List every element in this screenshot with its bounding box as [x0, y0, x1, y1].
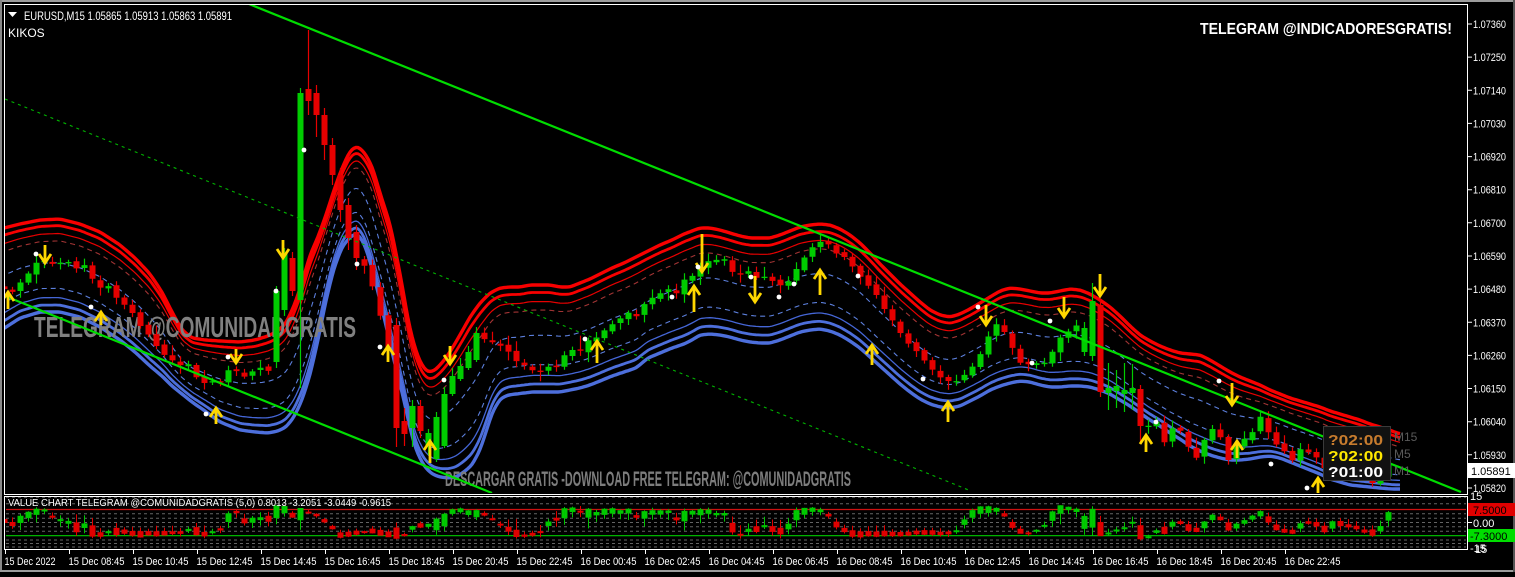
svg-text:KIKOS: KIKOS	[8, 26, 45, 40]
svg-text:1.06260: 1.06260	[1473, 350, 1506, 362]
svg-text:?02:00: ?02:00	[1328, 448, 1383, 465]
svg-text:1.06810: 1.06810	[1473, 185, 1506, 197]
svg-text:16 Dec 12:45: 16 Dec 12:45	[965, 556, 1021, 568]
svg-text:1.07360: 1.07360	[1473, 19, 1506, 31]
svg-text:TELEGRAM @INDICADORESGRATIS!: TELEGRAM @INDICADORESGRATIS!	[1200, 21, 1452, 38]
svg-text:15 Dec 20:45: 15 Dec 20:45	[453, 556, 509, 568]
svg-text:1.05891: 1.05891	[1471, 466, 1511, 478]
svg-text:?01:00: ?01:00	[1328, 464, 1383, 481]
svg-text:-15: -15	[1470, 543, 1486, 555]
svg-text:16 Dec 04:45: 16 Dec 04:45	[709, 556, 765, 568]
svg-text:1.05820: 1.05820	[1473, 483, 1506, 495]
svg-text:16 Dec 20:45: 16 Dec 20:45	[1221, 556, 1277, 568]
svg-text:?02:00: ?02:00	[1328, 432, 1383, 449]
svg-text:16 Dec 22:45: 16 Dec 22:45	[1285, 556, 1341, 568]
svg-text:1.07140: 1.07140	[1473, 85, 1506, 97]
svg-text:VALUE CHART TELEGRAM @COMUNIDA: VALUE CHART TELEGRAM @COMUNIDADGRATIS (5…	[8, 497, 391, 509]
svg-text:16 Dec 16:45: 16 Dec 16:45	[1093, 556, 1149, 568]
svg-text:16 Dec 18:45: 16 Dec 18:45	[1157, 556, 1213, 568]
svg-text:1.05930: 1.05930	[1473, 450, 1506, 462]
svg-text:-7.3000: -7.3000	[1470, 531, 1507, 543]
svg-text:15 Dec 16:45: 15 Dec 16:45	[325, 556, 381, 568]
svg-text:1.06150: 1.06150	[1473, 384, 1506, 396]
svg-text:16 Dec 08:45: 16 Dec 08:45	[837, 556, 893, 568]
svg-text:1.07250: 1.07250	[1473, 52, 1506, 64]
svg-text:EURUSD,M15 1.05865 1.05913 1.: EURUSD,M15 1.05865 1.05913 1.05863 1.058…	[24, 9, 232, 23]
svg-text:15 Dec 12:45: 15 Dec 12:45	[197, 556, 253, 568]
svg-text:15 Dec 2022: 15 Dec 2022	[5, 556, 56, 568]
svg-text:TELEGRAM @COMUNIDADGRATIS: TELEGRAM @COMUNIDADGRATIS	[34, 312, 356, 344]
svg-text:1.06370: 1.06370	[1473, 317, 1506, 329]
svg-text:15 Dec 08:45: 15 Dec 08:45	[69, 556, 125, 568]
svg-text:16 Dec 02:45: 16 Dec 02:45	[645, 556, 701, 568]
svg-text:1.07030: 1.07030	[1473, 118, 1506, 130]
svg-text:DESCARGAR GRATIS -DOWNLOAD FRE: DESCARGAR GRATIS -DOWNLOAD FREE TELEGRAM…	[445, 468, 851, 491]
svg-text:15: 15	[1470, 491, 1482, 503]
svg-text:16 Dec 06:45: 16 Dec 06:45	[773, 556, 829, 568]
svg-text:1.06920: 1.06920	[1473, 152, 1506, 164]
svg-text:1.06480: 1.06480	[1473, 284, 1506, 296]
svg-text:M15: M15	[1394, 430, 1418, 444]
svg-text:0.00: 0.00	[1473, 518, 1494, 530]
svg-text:1.06040: 1.06040	[1473, 417, 1506, 429]
svg-text:M1: M1	[1394, 464, 1411, 478]
svg-text:15: 15	[1475, 544, 1487, 556]
svg-text:16 Dec 00:45: 16 Dec 00:45	[581, 556, 637, 568]
svg-text:15 Dec 18:45: 15 Dec 18:45	[389, 556, 445, 568]
svg-text:1.06700: 1.06700	[1473, 218, 1506, 230]
svg-text:16 Dec 10:45: 16 Dec 10:45	[901, 556, 957, 568]
svg-text:15 Dec 22:45: 15 Dec 22:45	[517, 556, 573, 568]
svg-text:1.06590: 1.06590	[1473, 251, 1506, 263]
svg-text:16 Dec 14:45: 16 Dec 14:45	[1029, 556, 1085, 568]
svg-text:7.5000: 7.5000	[1473, 505, 1507, 517]
svg-text:15 Dec 10:45: 15 Dec 10:45	[133, 556, 189, 568]
svg-text:15 Dec 14:45: 15 Dec 14:45	[261, 556, 317, 568]
svg-text:M5: M5	[1394, 447, 1411, 461]
